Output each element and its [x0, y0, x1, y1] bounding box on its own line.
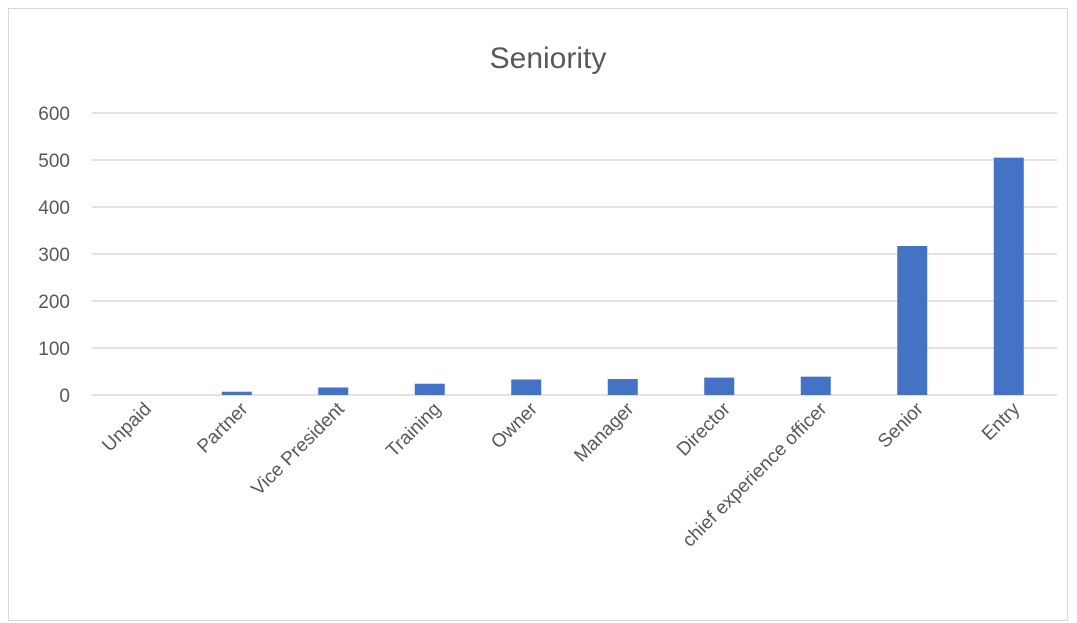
bar-owner — [511, 379, 542, 395]
x-tick-label: Senior — [874, 398, 928, 452]
bar-manager — [607, 379, 638, 395]
y-tick-label: 100 — [38, 339, 70, 360]
y-tick-label: 200 — [38, 292, 70, 313]
gridlines — [92, 112, 1057, 396]
bar-senior — [897, 246, 928, 395]
x-tick-label: Manager — [570, 398, 638, 466]
chart-title: Seniority — [490, 42, 607, 75]
y-axis-tick-labels: 0 100 200 300 400 500 600 — [38, 104, 70, 407]
bars — [221, 157, 1024, 395]
bar-chief-experience-officer — [800, 376, 831, 395]
y-tick-label: 0 — [59, 386, 70, 407]
x-tick-label: Partner — [193, 398, 252, 457]
y-tick-label: 400 — [38, 198, 70, 219]
bar-entry — [993, 157, 1024, 395]
bar-partner — [221, 391, 252, 395]
x-tick-label: Owner — [487, 398, 542, 453]
x-tick-label: Unpaid — [98, 399, 155, 456]
bar-director — [704, 377, 735, 395]
x-tick-label: Training — [382, 399, 445, 462]
x-tick-label: Director — [673, 398, 735, 460]
y-tick-label: 300 — [38, 245, 70, 266]
bar-vice-president — [318, 387, 349, 395]
x-tick-label: Entry — [978, 398, 1025, 445]
y-tick-label: 500 — [38, 151, 70, 172]
x-tick-label: Vice President — [248, 398, 350, 500]
bar-training — [414, 383, 445, 395]
y-tick-label: 600 — [38, 104, 70, 125]
chart-frame — [8, 8, 1068, 621]
